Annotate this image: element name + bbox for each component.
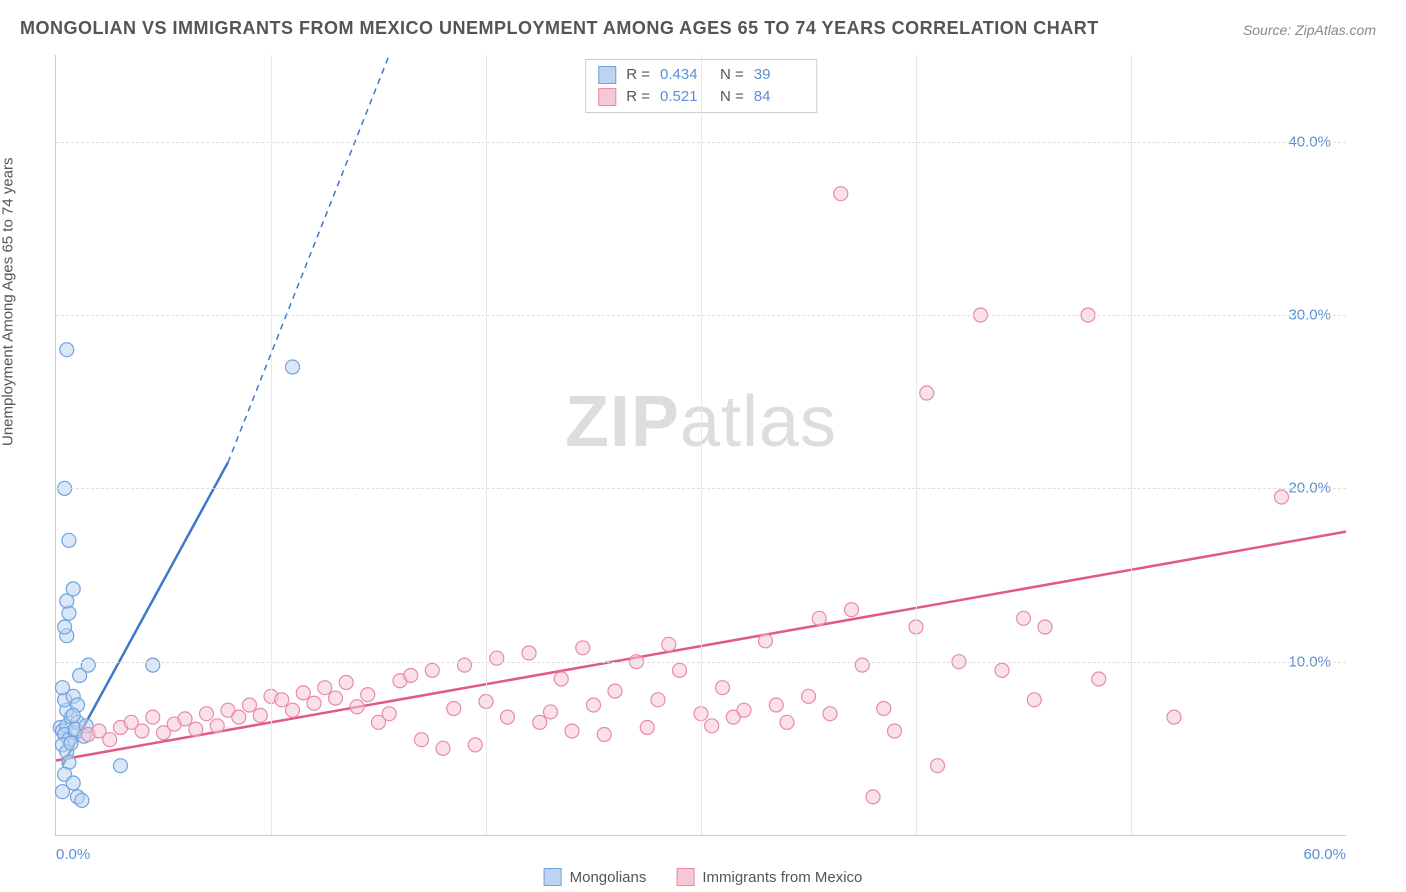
x-tick-label: 60.0% (1303, 846, 1346, 863)
legend-swatch-mexico (676, 868, 694, 886)
legend-item-mexico: Immigrants from Mexico (676, 868, 862, 886)
x-tick-label: 0.0% (56, 846, 90, 863)
chart-title: MONGOLIAN VS IMMIGRANTS FROM MEXICO UNEM… (20, 18, 1099, 39)
legend-item-mongolians: Mongolians (544, 868, 647, 886)
source-label: Source: ZipAtlas.com (1243, 22, 1376, 38)
legend-label-mongolians: Mongolians (570, 869, 647, 886)
legend-label-mexico: Immigrants from Mexico (702, 869, 862, 886)
r-label-2: R = (626, 86, 650, 108)
y-axis-label: Unemployment Among Ages 65 to 74 years (0, 157, 17, 446)
r-value-mexico: 0.521 (660, 86, 710, 108)
chart-container: MONGOLIAN VS IMMIGRANTS FROM MEXICO UNEM… (0, 0, 1406, 892)
n-value-mexico: 84 (754, 86, 804, 108)
legend-swatch-mongolians (544, 868, 562, 886)
plot-area: ZIPatlas R = 0.434 N = 39 R = 0.521 N = … (55, 55, 1346, 836)
r-value-mongolians: 0.434 (660, 64, 710, 86)
swatch-mongolians (598, 66, 616, 84)
bottom-legend: Mongolians Immigrants from Mexico (544, 868, 863, 886)
n-label-2: N = (720, 86, 744, 108)
n-label: N = (720, 64, 744, 86)
n-value-mongolians: 39 (754, 64, 804, 86)
swatch-mexico (598, 88, 616, 106)
r-label: R = (626, 64, 650, 86)
